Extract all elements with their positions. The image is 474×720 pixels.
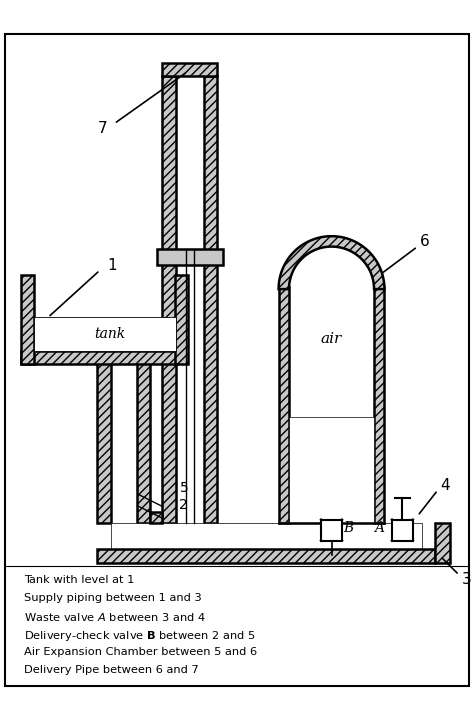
Bar (204, 76, 217, 523)
Bar (156, 249, 223, 266)
Bar (97, 322, 110, 523)
Bar (392, 520, 413, 541)
Text: Air Expansion Chamber between 5 and 6: Air Expansion Chamber between 5 and 6 (24, 647, 257, 657)
Text: 2: 2 (180, 498, 188, 512)
Text: 7: 7 (98, 121, 107, 136)
Text: B: B (343, 521, 353, 535)
Bar (34, 318, 176, 351)
Polygon shape (279, 236, 384, 289)
Bar (137, 322, 150, 523)
Text: Supply piping between 1 and 3: Supply piping between 1 and 3 (24, 593, 202, 603)
Bar (20, 275, 34, 364)
Text: Tank with level at 1: Tank with level at 1 (24, 575, 135, 585)
Bar (162, 76, 175, 523)
Bar (110, 523, 422, 549)
Bar (162, 63, 217, 76)
Text: 1: 1 (107, 258, 117, 273)
Bar (374, 287, 384, 523)
Text: air: air (321, 332, 342, 346)
Text: 6: 6 (420, 234, 429, 249)
Text: 5: 5 (180, 481, 188, 495)
Bar (20, 351, 177, 364)
Bar (97, 549, 436, 563)
Text: Waste valve $\mathit{A}$ between 3 and 4: Waste valve $\mathit{A}$ between 3 and 4 (24, 611, 206, 623)
Text: Delivery-check valve $\mathbf{B}$ between 2 and 5: Delivery-check valve $\mathbf{B}$ betwee… (24, 629, 256, 643)
Bar (321, 520, 342, 541)
Bar (150, 513, 162, 523)
Text: 3: 3 (461, 572, 471, 588)
Text: Delivery Pipe between 6 and 7: Delivery Pipe between 6 and 7 (24, 665, 199, 675)
Bar (279, 287, 289, 523)
Bar (289, 417, 374, 523)
Bar (436, 523, 450, 563)
Text: 4: 4 (440, 478, 450, 492)
Text: tank: tank (94, 327, 125, 341)
Bar (175, 275, 188, 364)
Text: A: A (374, 521, 384, 535)
